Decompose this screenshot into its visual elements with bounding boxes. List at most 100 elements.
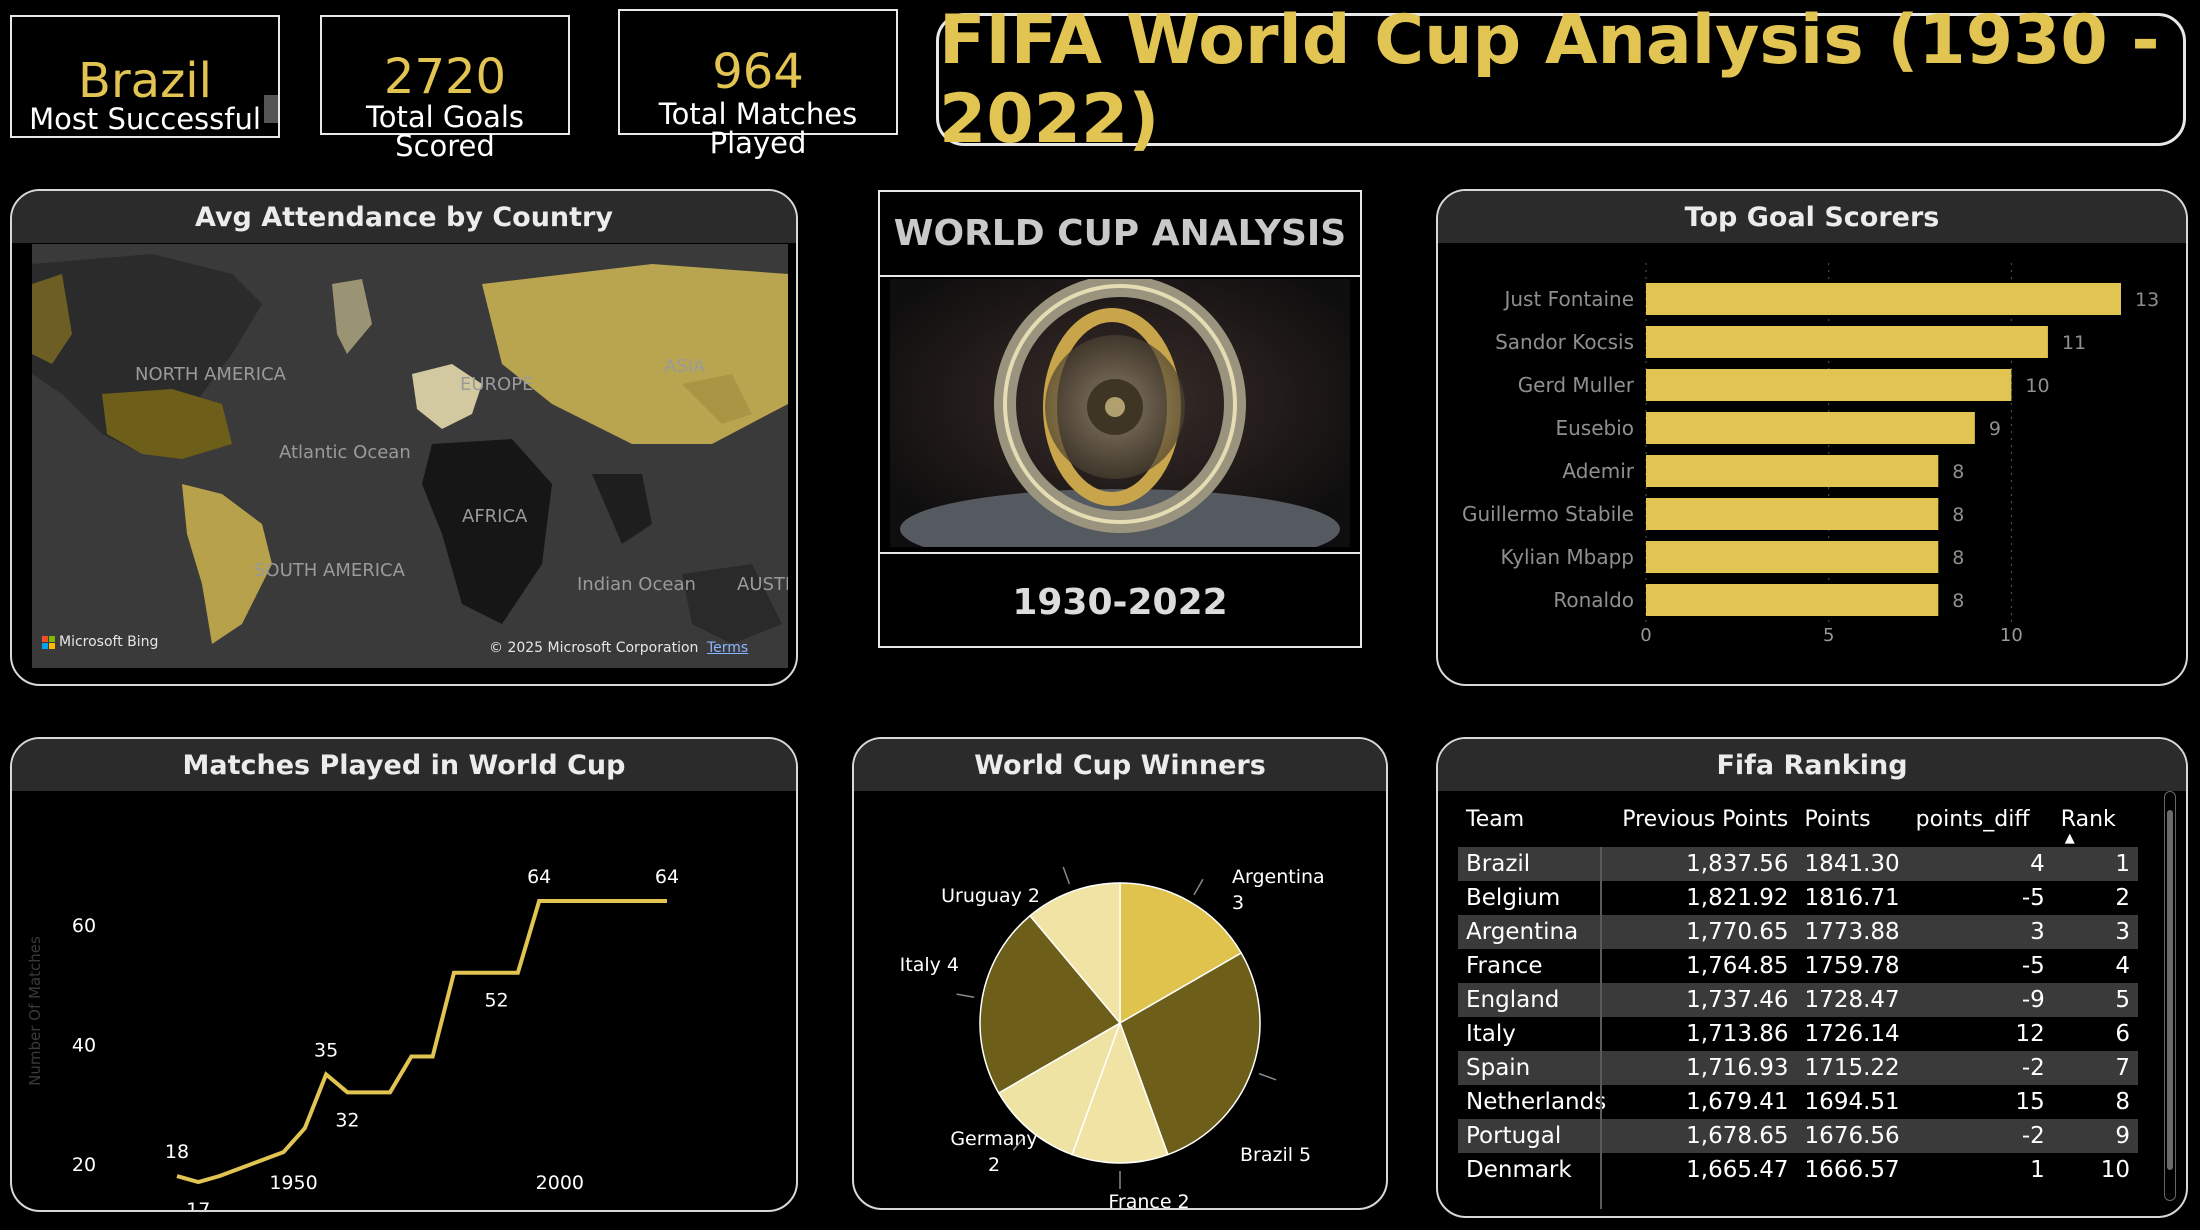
scorer-value-5: 8: [1952, 504, 1964, 526]
pie-leader-0: [1193, 878, 1204, 896]
label-australia: AUSTR: [737, 574, 788, 595]
rank-cell: 10: [2052, 1153, 2138, 1187]
previous-points-cell: 1,713.86: [1614, 1017, 1797, 1051]
table-row[interactable]: France 1,764.85 1759.78 -5 4: [1458, 949, 2138, 983]
points-diff-cell: -5: [1907, 949, 2053, 983]
rank-cell: 9: [2052, 1119, 2138, 1153]
scorer-bar-7[interactable]: [1646, 584, 1939, 616]
points-diff-cell: 15: [1907, 1085, 2053, 1119]
rank-cell: 7: [2052, 1051, 2138, 1085]
scorer-value-0: 13: [2135, 289, 2159, 311]
table-row[interactable]: Italy 1,713.86 1726.14 12 6: [1458, 1017, 2138, 1051]
matches-ylabel: Number Of Matches: [26, 936, 44, 1086]
points-diff-cell: -2: [1907, 1119, 2053, 1153]
pie-slice-germany[interactable]: [997, 1021, 1122, 1156]
scroll-handle[interactable]: [264, 95, 278, 123]
scorers-xtick-2: 10: [2000, 625, 2023, 646]
kpi-total-matches-label: Total Matches Played: [658, 97, 858, 160]
table-row[interactable]: Netherlands 1,679.41 1694.51 15 8: [1458, 1085, 2138, 1119]
map-terms-link[interactable]: Terms: [707, 640, 749, 656]
scorer-bar-6[interactable]: [1646, 541, 1939, 573]
pie-label-france: France 2: [1108, 1191, 1189, 1209]
table-scrollbar[interactable]: [2164, 791, 2176, 1201]
col-rank[interactable]: Rank ▲: [2053, 791, 2138, 847]
table-row[interactable]: Brazil 1,837.56 1841.30 4 1: [1458, 847, 2138, 881]
trophy-illustration: [890, 279, 1350, 547]
table-row[interactable]: Denmark 1,665.47 1666.57 1 10: [1458, 1153, 2138, 1187]
map-card-title: Avg Attendance by Country: [12, 191, 796, 243]
world-cup-years: 1930-2022: [880, 552, 1360, 650]
previous-points-cell: 1,764.85: [1614, 949, 1797, 983]
ranking-header-row: Team Previous Points Points points_diff …: [1458, 791, 2138, 847]
pie-leader-4: [956, 993, 975, 999]
scorer-bar-2[interactable]: [1646, 369, 2012, 401]
points-cell: 1676.56: [1796, 1119, 1908, 1153]
pie-slice-france[interactable]: [1071, 1020, 1169, 1164]
matches-point-label-1: 17: [186, 1199, 210, 1211]
kpi-total-goals: 2720 Total Goals Scored: [320, 15, 570, 161]
matches-ytick-0: 20: [72, 1154, 96, 1176]
map-copyright: © 2025 Microsoft Corporation: [489, 640, 699, 656]
team-cell: England: [1458, 983, 1615, 1017]
rank-cell: 1: [2052, 847, 2138, 881]
matches-point-label-5: 64: [527, 866, 551, 888]
previous-points-cell: 1,678.65: [1614, 1119, 1797, 1153]
scorer-bar-1[interactable]: [1646, 326, 2048, 358]
scorer-label-3: Eusebio: [1555, 416, 1634, 440]
rank-cell: 5: [2052, 983, 2138, 1017]
col-previous-points[interactable]: Previous Points: [1622, 806, 1789, 832]
kpi-total-matches: 964 Total Matches Played: [618, 9, 898, 158]
pie-slice-argentina[interactable]: [1119, 882, 1243, 1025]
matches-ytick-1: 40: [72, 1034, 96, 1056]
table-row[interactable]: Spain 1,716.93 1715.22 -2 7: [1458, 1051, 2138, 1085]
pie-slice-italy[interactable]: [979, 914, 1122, 1095]
scorer-bar-0[interactable]: [1646, 283, 2121, 315]
scorer-value-3: 9: [1989, 418, 2001, 440]
rank-cell: 3: [2052, 915, 2138, 949]
matches-ytick-2: 60: [72, 915, 96, 937]
scrollbar-thumb[interactable]: [2167, 810, 2173, 1170]
pie-slice-uruguay[interactable]: [1028, 882, 1121, 1026]
points-cell: 1694.51: [1796, 1085, 1908, 1119]
trophy-image: [890, 279, 1350, 547]
matches-point-label-0: 18: [165, 1141, 189, 1163]
table-row[interactable]: Argentina 1,770.65 1773.88 3 3: [1458, 915, 2138, 949]
points-cell: 1773.88: [1796, 915, 1908, 949]
bing-logo: Microsoft Bing: [42, 634, 158, 650]
label-europe: EUROPE: [460, 374, 534, 395]
scorer-value-1: 11: [2062, 332, 2086, 354]
col-team[interactable]: Team: [1466, 806, 1525, 832]
scorer-label-4: Ademir: [1562, 459, 1634, 483]
pie-leader-5: [1062, 866, 1071, 885]
points-cell: 1726.14: [1796, 1017, 1908, 1051]
col-points[interactable]: Points: [1804, 806, 1871, 832]
scorer-bar-5[interactable]: [1646, 498, 1939, 530]
scorer-bar-3[interactable]: [1646, 412, 1975, 444]
table-row[interactable]: Portugal 1,678.65 1676.56 -2 9: [1458, 1119, 2138, 1153]
scorers-xtick-1: 5: [1823, 625, 1834, 646]
previous-points-cell: 1,679.41: [1614, 1085, 1797, 1119]
matches-point-label-2: 35: [314, 1039, 338, 1061]
microsoft-logo-icon: [42, 635, 55, 649]
ranking-card: Fifa Ranking Team Previous Points Points…: [1436, 737, 2188, 1218]
matches-line[interactable]: [176, 899, 667, 1185]
col-points-diff[interactable]: points_diff: [1915, 806, 2030, 832]
scorer-label-0: Just Fontaine: [1502, 287, 1634, 311]
points-cell: 1759.78: [1796, 949, 1908, 983]
scorer-bar-4[interactable]: [1646, 455, 1939, 487]
bing-label: Microsoft Bing: [59, 634, 159, 650]
pie-slice-brazil[interactable]: [1119, 951, 1261, 1156]
table-row[interactable]: Belgium 1,821.92 1816.71 -5 2: [1458, 881, 2138, 915]
matches-chart: Number Of Matches 20 40 60 1950 2000 18 17 35 32 5…: [26, 866, 679, 1211]
world-map[interactable]: NORTH AMERICA EUROPE ASIA Atlantic Ocean…: [32, 244, 788, 668]
previous-points-cell: 1,837.56: [1614, 847, 1797, 881]
kpi-total-matches-value: 964: [712, 44, 804, 100]
table-row[interactable]: England 1,737.46 1728.47 -9 5: [1458, 983, 2138, 1017]
label-north-america: NORTH AMERICA: [135, 364, 286, 385]
south-america-shape: [182, 484, 272, 644]
scorers-card: Top Goal Scorers 0 5 10 Just Fontaine 13 Sand…: [1436, 189, 2188, 686]
points-cell: 1728.47: [1796, 983, 1908, 1017]
matches-card-title: Matches Played in World Cup: [12, 739, 796, 791]
scorers-card-title: Top Goal Scorers: [1438, 191, 2186, 243]
team-cell: Italy: [1458, 1017, 1615, 1051]
